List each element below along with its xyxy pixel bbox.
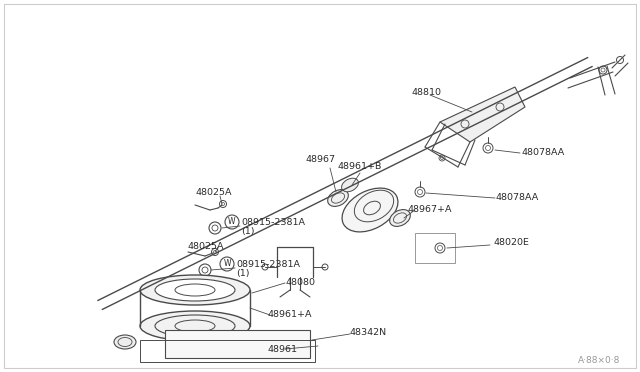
Text: 48342N: 48342N [350,328,387,337]
Text: 48078AA: 48078AA [496,193,540,202]
Ellipse shape [114,335,136,349]
Bar [165,330,310,358]
Ellipse shape [328,190,348,206]
Polygon shape [440,87,525,142]
Text: W: W [223,260,231,269]
Ellipse shape [342,178,358,192]
Text: 08915-2381A: 08915-2381A [241,218,305,227]
Bar [140,340,315,362]
Text: 48967: 48967 [305,155,335,164]
Text: A·88×0·8: A·88×0·8 [578,356,620,365]
Circle shape [616,57,623,64]
Ellipse shape [140,311,250,341]
Text: 08915-2381A: 08915-2381A [236,260,300,269]
Text: 48025A: 48025A [188,242,225,251]
Text: 48080: 48080 [285,278,315,287]
Ellipse shape [155,279,235,301]
Text: W: W [228,218,236,227]
Text: 48967+A: 48967+A [408,205,452,214]
Bar [415,233,455,263]
Ellipse shape [140,275,250,305]
Ellipse shape [342,188,398,232]
Text: (1): (1) [236,269,250,278]
Text: 48961+A: 48961+A [268,310,312,319]
Text: 48961: 48961 [268,345,298,354]
Text: 48020E: 48020E [493,238,529,247]
Text: 48078AA: 48078AA [521,148,564,157]
Text: 48025A: 48025A [195,188,232,197]
Ellipse shape [390,209,410,227]
Text: 48810: 48810 [412,88,442,97]
Text: 48961+B: 48961+B [338,162,382,171]
Text: (1): (1) [241,227,255,236]
